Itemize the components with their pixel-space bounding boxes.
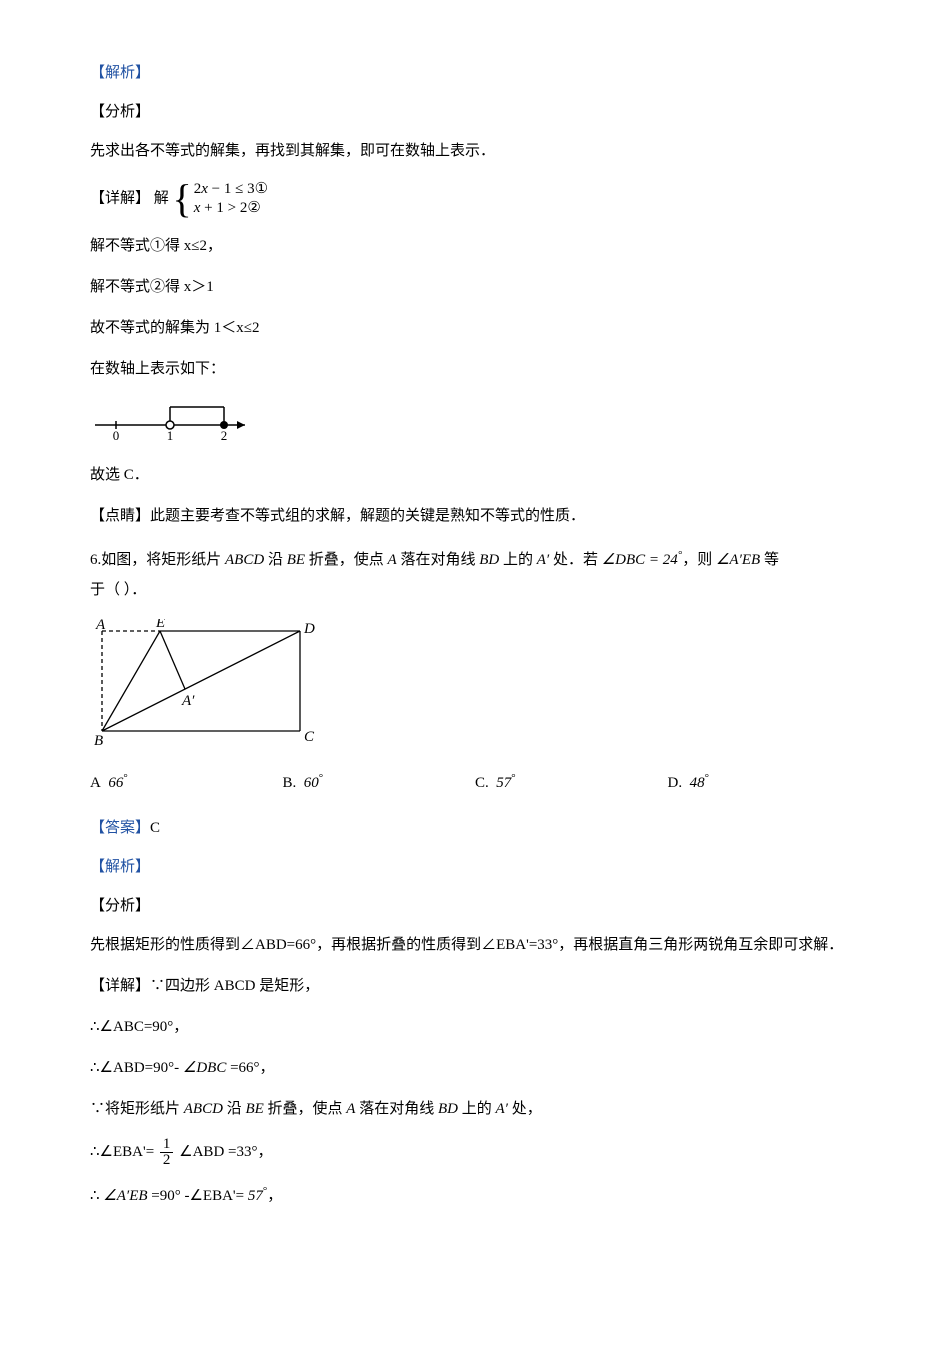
q6-d2: ∴∠ABC=90°， <box>90 1014 860 1041</box>
q6-be: BE <box>287 552 305 568</box>
q5-detail-line: 【详解】 解 { 2x − 1 ≤ 3① x + 1 > 2② <box>90 179 860 219</box>
q6-a: A <box>388 552 397 568</box>
q6-d4: ∵将矩形纸片 ABCD 沿 BE 折叠，使点 A 落在对角线 BD 上的 A′ … <box>90 1096 860 1123</box>
q6-svg: A E D B C A′ <box>90 619 320 749</box>
q6-d6: ∴ ∠A′EB =90° -∠EBA'= 57°， <box>90 1182 860 1210</box>
svg-text:C: C <box>304 729 315 745</box>
q6-t6: 处．若 <box>549 552 602 568</box>
svg-text:1: 1 <box>167 428 174 442</box>
q5-step4: 在数轴上表示如下： <box>90 356 860 383</box>
svg-text:A: A <box>95 619 106 633</box>
option-d: D. 48° <box>668 769 861 797</box>
left-brace-icon: { <box>173 179 192 219</box>
q6-t8: 等 <box>760 552 779 568</box>
q6-ap: A′ <box>537 552 549 568</box>
option-a: A 66° <box>90 769 283 797</box>
svg-text:E: E <box>155 619 165 631</box>
q6-stem: 6.如图，将矩形纸片 ABCD 沿 BE 折叠，使点 A 落在对角线 BD 上的… <box>90 544 860 605</box>
svg-text:A′: A′ <box>181 693 195 709</box>
q6-d1: 【详解】∵四边形 ABCD 是矩形， <box>90 973 860 1000</box>
q6-bd: BD <box>479 552 499 568</box>
dianjing-label: 【点睛】 <box>90 508 150 524</box>
option-c: C. 57° <box>475 769 668 797</box>
q6-d1-text: ∵四边形 ABCD 是矩形， <box>150 978 319 994</box>
svg-text:2: 2 <box>221 428 228 442</box>
q6-d5: ∴∠EBA'= 12 ∠ABD =33°， <box>90 1137 860 1168</box>
xiangjie-label: 【详解】 <box>90 190 150 206</box>
fraction-half: 12 <box>160 1137 174 1168</box>
q6-t4: 落在对角线 <box>397 552 480 568</box>
q6-abcd: ABCD <box>225 552 264 568</box>
equation-system: { 2x − 1 ≤ 3① x + 1 > 2② <box>173 179 269 219</box>
q6-fenxi-label: 【分析】 <box>90 893 860 920</box>
number-line-diagram: 0 1 2 <box>90 397 860 452</box>
q6-diagram: A E D B C A′ <box>90 619 860 759</box>
analysis-label: 【解析】 <box>90 60 860 87</box>
svg-text:D: D <box>303 621 315 637</box>
q5-step1: 解不等式①得 x≤2， <box>90 233 860 260</box>
sys-line2: x + 1 > 2② <box>194 199 268 219</box>
option-b: B. 60° <box>283 769 476 797</box>
q6-d3: ∴∠ABD=90°- ∠DBC =66°， <box>90 1055 860 1082</box>
q5-fenxi-text: 先求出各不等式的解集，再找到其解集，即可在数轴上表示． <box>90 138 860 165</box>
q6-answer-value: C <box>150 820 160 836</box>
q5-dianjing: 【点睛】此题主要考查不等式组的求解，解题的关键是熟知不等式的性质． <box>90 503 860 530</box>
svg-text:0: 0 <box>113 428 120 442</box>
q6-stem-line2: 于（ ）． <box>90 582 146 598</box>
q6-t7: ，则 <box>682 552 716 568</box>
q5-step2: 解不等式②得 x＞1 <box>90 274 860 301</box>
number-line-svg: 0 1 2 <box>90 397 260 442</box>
q5-step3: 故不等式的解集为 1＜x≤2 <box>90 315 860 342</box>
q6-angdbc: ∠DBC = 24° <box>602 552 682 568</box>
xiangjie-label-2: 【详解】 <box>90 978 150 994</box>
q6-jiexi-label: 【解析】 <box>90 854 860 881</box>
q6-options: A 66° B. 60° C. 57° D. 48° <box>90 769 860 797</box>
q6-t3: 折叠，使点 <box>305 552 388 568</box>
sys-line1: 2x − 1 ≤ 3① <box>194 180 268 200</box>
q5-conclusion: 故选 C． <box>90 462 860 489</box>
q6-t1: 如图，将矩形纸片 <box>101 552 225 568</box>
q6-fenxi-text: 先根据矩形的性质得到∠ABD=66°，再根据折叠的性质得到∠EBA'=33°，再… <box>90 932 860 959</box>
q6-t5: 上的 <box>499 552 537 568</box>
q6-angaeb: ∠A′EB <box>716 552 760 568</box>
q6-t2: 沿 <box>264 552 287 568</box>
q5-dianjing-text: 此题主要考查不等式组的求解，解题的关键是熟知不等式的性质． <box>150 508 585 524</box>
jie-prefix: 解 <box>154 190 169 206</box>
fenxi-label: 【分析】 <box>90 99 860 126</box>
q6-number: 6. <box>90 552 101 568</box>
svg-text:B: B <box>94 733 103 749</box>
q6-answer-label: 【答案】C <box>90 815 860 842</box>
